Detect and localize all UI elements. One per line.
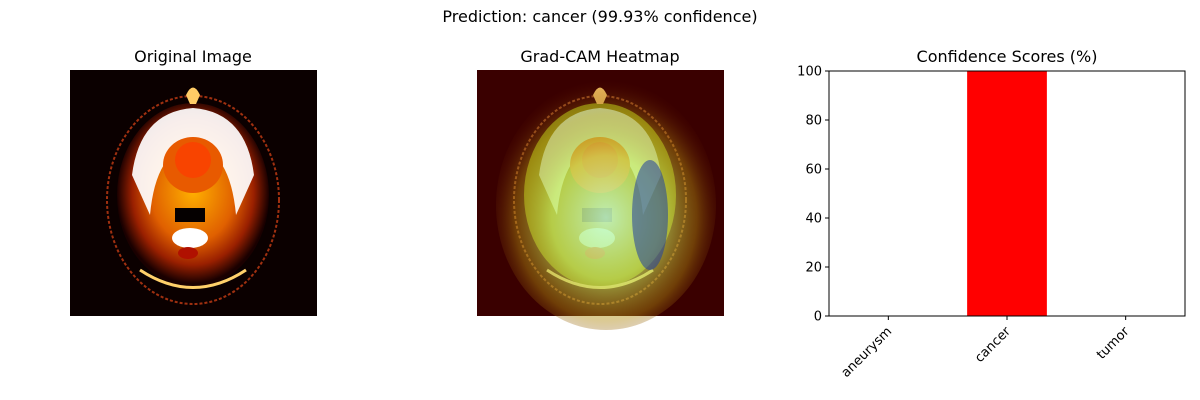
original-image xyxy=(70,70,317,316)
figure-suptitle: Prediction: cancer (99.93% confidence) xyxy=(442,7,757,26)
x-tick-label-tumor: tumor xyxy=(1094,324,1133,363)
chart-title: Confidence Scores (%) xyxy=(917,47,1098,66)
y-tick-label-0: 0 xyxy=(814,310,822,325)
y-tick-label-40: 40 xyxy=(805,212,822,227)
x-tick-label-cancer: cancer xyxy=(972,324,1014,366)
bar-cancer xyxy=(967,71,1047,316)
y-tick-label-80: 80 xyxy=(805,114,822,129)
original-image-title: Original Image xyxy=(134,47,252,66)
y-tick-label-60: 60 xyxy=(805,163,822,178)
x-tick-label-aneurysm: aneurysm xyxy=(839,324,896,381)
confidence-bar-chart: 0 20 40 60 80 100 aneurysm cancer tumor xyxy=(797,65,1186,381)
y-tick-label-100: 100 xyxy=(797,65,822,80)
gradcam-heatmap-image xyxy=(477,70,724,330)
y-tick-label-20: 20 xyxy=(805,261,822,276)
heatmap-title: Grad-CAM Heatmap xyxy=(520,47,679,66)
